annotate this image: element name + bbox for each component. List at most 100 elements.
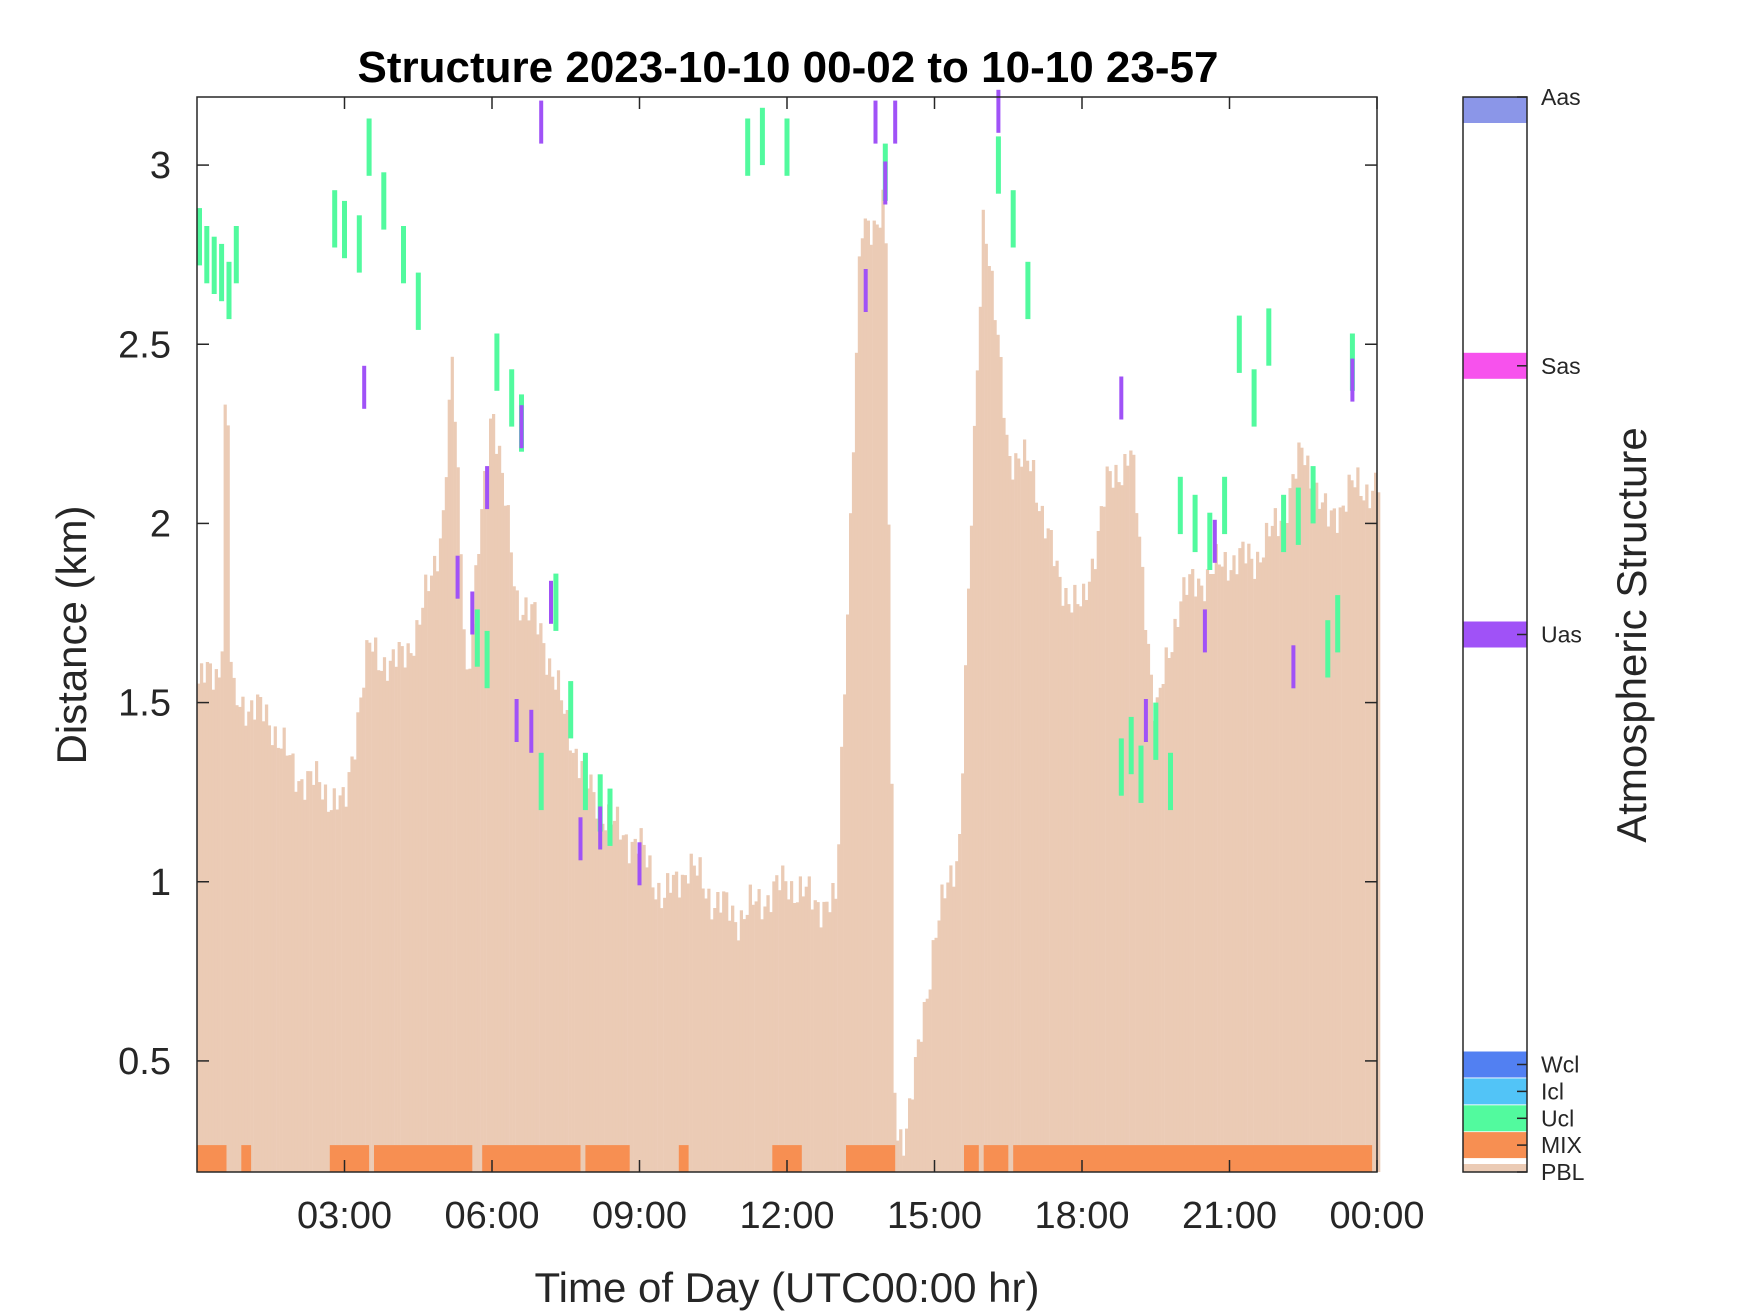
mix-layer [197,1145,1373,1172]
colorbar-title: Atmospheric Structure [1608,427,1655,843]
pbl-column [1191,569,1195,1172]
pbl-column [1026,460,1030,1172]
pbl-column [669,892,673,1172]
pbl-column [1120,485,1124,1172]
pbl-column [1129,450,1133,1172]
pbl-column [1143,630,1148,1172]
pbl-column [421,607,425,1172]
uas-point [514,699,519,742]
pbl-column [1111,487,1115,1172]
pbl-column [952,886,956,1172]
pbl-column [397,642,401,1172]
x-tick-label: 09:00 [592,1195,687,1237]
pbl-column [1008,456,1012,1172]
pbl-column [592,792,596,1172]
pbl-column [1011,479,1015,1173]
ucl-point [474,609,480,667]
ucl-point [784,118,790,176]
mix-segment [1013,1145,1373,1172]
pbl-column [1214,544,1218,1172]
pbl-column [297,781,301,1172]
uas-point [883,161,888,205]
pbl-column [654,899,658,1172]
pbl-column [497,445,502,1172]
pbl-column [916,1039,921,1172]
pbl-column [244,725,248,1172]
pbl-column [946,882,950,1172]
pbl-column [618,839,623,1172]
pbl-column [1046,528,1050,1172]
pbl-column [1359,496,1363,1172]
pbl-column [857,256,862,1172]
pbl-column [1276,536,1280,1172]
ucl-point [494,333,500,391]
pbl-column [1377,492,1381,1172]
pbl-column [556,670,561,1172]
pbl-column [940,884,944,1172]
pbl-column [303,799,307,1172]
pbl-column [250,700,254,1172]
pbl-column [548,658,552,1172]
pbl-column [424,574,428,1172]
pbl-column [1052,566,1056,1172]
pbl-column [884,243,888,1173]
pbl-column [338,795,342,1172]
pbl-column [910,1099,915,1172]
pbl-column [680,874,684,1172]
pbl-column [356,712,360,1172]
pbl-column [294,791,298,1172]
pbl-column [471,623,475,1172]
pbl-column [512,586,516,1172]
pbl-column [500,472,504,1172]
uas-point [1350,358,1355,402]
pbl-column [840,746,844,1172]
ucl-point [1325,620,1331,678]
pbl-column [506,505,510,1173]
pbl-column [875,224,879,1172]
pbl-column [819,927,823,1172]
pbl-column [586,788,590,1172]
pbl-column [1235,574,1239,1172]
pbl-column [784,881,788,1172]
pbl-column [524,597,528,1172]
pbl-column [486,468,490,1172]
pbl-column [1102,506,1106,1172]
ucl-point [1295,487,1301,545]
mix-segment [983,1145,1009,1172]
pbl-column [1049,530,1053,1172]
pbl-column [627,863,631,1172]
pbl-column [1152,720,1157,1172]
colorbar-bands [1463,97,1527,1172]
pbl-column [1326,526,1331,1172]
pbl-column [1309,488,1313,1172]
ucl-point [233,226,239,284]
pbl-column [689,853,693,1172]
pbl-column [610,824,614,1172]
uas-point [1143,699,1148,742]
colorbar-label: MIX [1541,1132,1582,1158]
x-axis: 03:00 06:00 09:00 12:00 15:00 18:00 21:00 00:00 [297,97,1425,1237]
pbl-column [1037,511,1041,1173]
pbl-column [831,883,835,1172]
pbl-column [816,902,820,1172]
pbl-column [1205,569,1210,1172]
pbl-column [217,677,221,1172]
pbl-column [978,306,983,1172]
ucl-point [332,190,338,248]
pbl-column [489,418,493,1173]
pbl-column [1335,532,1339,1172]
pbl-column [686,883,690,1172]
pbl-column [300,779,304,1172]
pbl-column [1288,488,1292,1173]
pbl-column [1114,464,1118,1172]
mix-segment [374,1145,473,1172]
pbl-column [769,912,773,1172]
pbl-column [624,834,628,1172]
ucl-point [995,136,1001,194]
pbl-column [323,784,328,1172]
pbl-column [1164,647,1168,1172]
mix-segment [197,1145,227,1172]
ucl-point [1010,190,1016,248]
pbl-column [350,756,354,1172]
